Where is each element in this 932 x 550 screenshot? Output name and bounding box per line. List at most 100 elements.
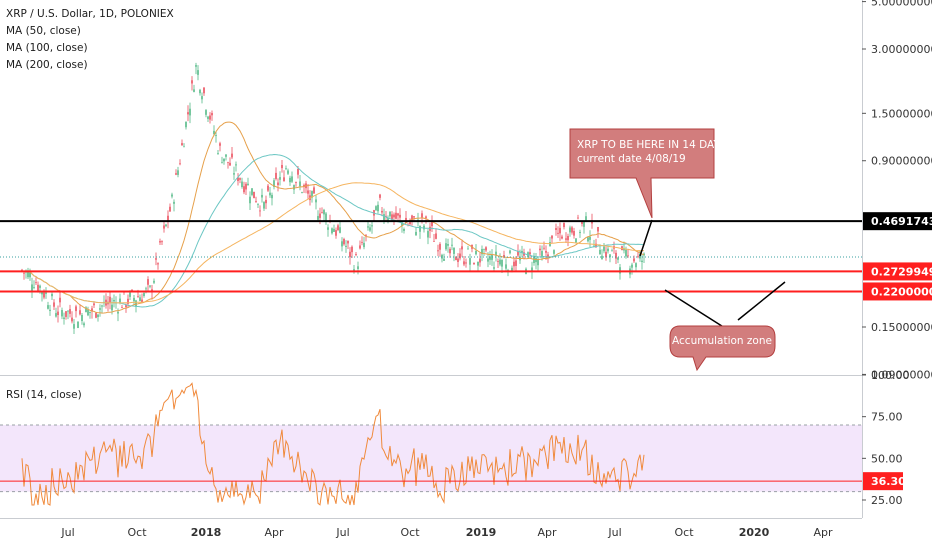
candle [243,181,245,195]
candle-body [267,185,269,191]
candle-body [443,258,445,261]
candle [23,272,25,280]
candle-body [259,210,261,212]
candle [393,212,395,226]
accumulation-callout-text: Accumulation zone [672,335,772,347]
candle [321,207,323,214]
candle-body [227,161,229,163]
candle [45,287,47,299]
candle-body [557,232,559,234]
rsi-tick: 25.00 [862,494,903,507]
candle-body [589,236,591,240]
candle-body [441,254,443,259]
candle [395,206,397,220]
candle-body [191,80,193,84]
candle-body [83,323,85,326]
candle [225,154,227,161]
candle [273,177,275,190]
candle-body [351,246,353,253]
candle-body [485,247,487,251]
candle [303,183,305,193]
candle-body [177,170,179,175]
ma200-label[interactable]: MA (200, close) [6,59,88,71]
candle-body [235,164,237,166]
candle-body [505,264,507,269]
candle [575,238,577,243]
candle [355,251,357,257]
candle [47,301,49,310]
candle-body [417,219,419,221]
candle-body [31,284,33,291]
candle-body [285,168,287,170]
rsi-tick-label: 25.00 [871,494,903,507]
candle-body [325,213,327,221]
candle [49,304,51,316]
candle-body [601,255,603,260]
candle-body [35,282,37,284]
level-price-tag [863,282,932,301]
target-callout-box [569,128,715,219]
candle [617,256,619,264]
candle-body [23,272,25,274]
candle [89,311,91,319]
candle-body [29,272,31,278]
candle [463,256,465,267]
candle [285,165,287,171]
candle-body [189,108,191,116]
candle-body [139,297,141,301]
candle-body [205,110,207,115]
candle [365,234,367,242]
candle-body [341,241,343,247]
candle-body [229,162,231,166]
candle-body [79,310,81,315]
price-tick-label: 1.50000000 [871,107,932,120]
price-legend: XRP / U.S. Dollar, 1D, POLONIEX MA (50, … [6,6,174,74]
candle [27,267,29,279]
symbol-label[interactable]: XRP / U.S. Dollar, 1D, POLONIEX [6,8,174,20]
candle-body [77,321,79,328]
candle-body [209,115,211,120]
candle [295,181,297,187]
candle-body [137,296,139,298]
candle [561,234,563,240]
candle [41,291,43,302]
candle-body [577,217,579,219]
candle [477,261,479,271]
level-price-tag [863,262,932,281]
candle [63,312,65,325]
ma100-label[interactable]: MA (100, close) [6,42,88,54]
candle-body [393,214,395,218]
candle [467,245,469,250]
candle-body [451,244,453,246]
candle-body [399,214,401,218]
candle-body [179,163,181,165]
candle [551,235,553,244]
candle-body [263,202,265,209]
ma50-label[interactable]: MA (50, close) [6,25,81,37]
candle-body [611,250,613,252]
candle-body [349,251,351,258]
candle [333,224,335,232]
candle-body [433,241,435,242]
rsi-pane: 100.00 75.00 50.00 25.00 36.30 [0,369,910,507]
candle [193,84,195,93]
candle [587,236,589,243]
candle-body [249,196,251,204]
candle-body [255,201,257,203]
candle-body [241,181,243,188]
candle-body [383,214,385,221]
price-tick-label: 0.90000000 [871,155,932,168]
candle-body [145,288,147,290]
candle [163,221,165,233]
candle [69,304,71,318]
candle-body [211,113,213,116]
candle-body [41,292,43,295]
candle [569,225,571,237]
candle [181,139,183,146]
candle-body [297,168,299,175]
candle [615,250,617,264]
candle-body [33,287,35,288]
rsi-legend[interactable]: RSI (14, close) [6,389,82,401]
candle-body [535,258,537,263]
